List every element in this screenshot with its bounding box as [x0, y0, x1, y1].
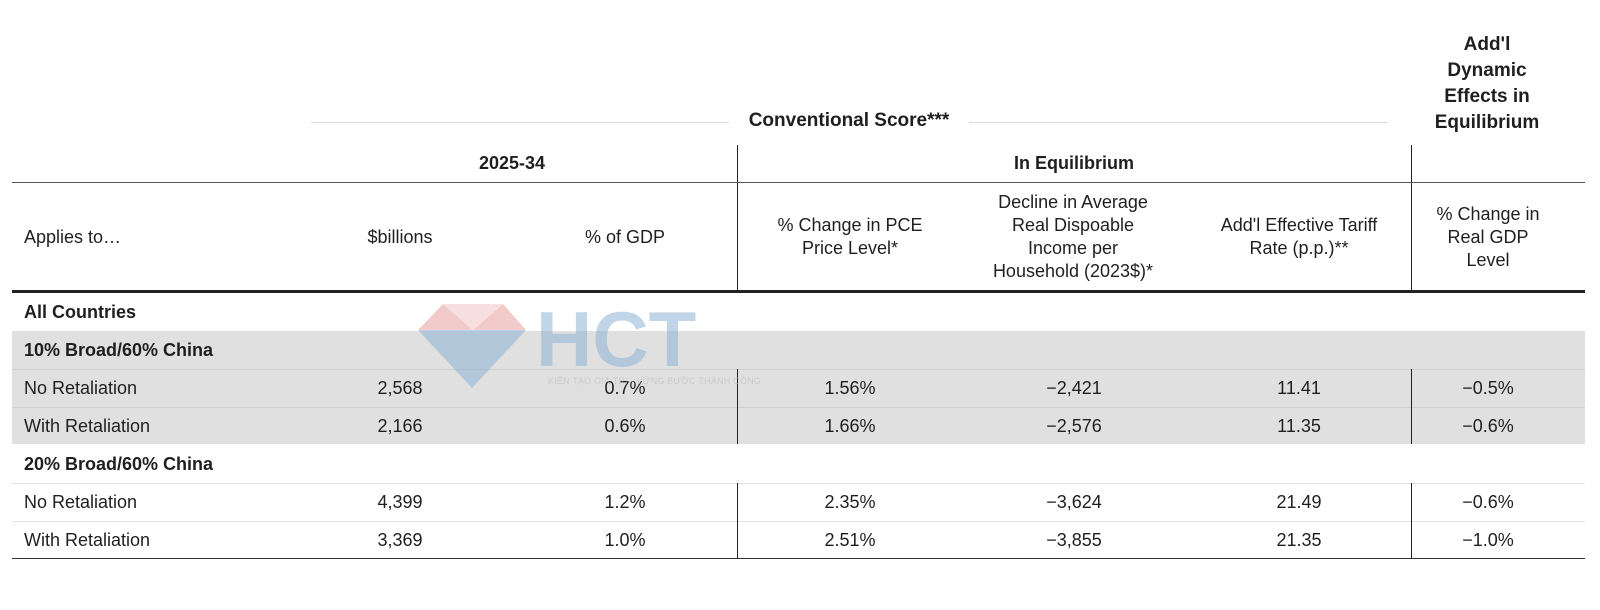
conventional-score-rule-left: [311, 122, 729, 123]
col-pce: % Change in PCE Price Level*: [750, 214, 950, 260]
cell-tariff: 11.35: [1277, 416, 1321, 436]
col-pct-gdp: % of GDP: [584, 227, 666, 247]
row-label: With Retaliation: [24, 530, 151, 550]
cell-pct-gdp: 1.0%: [604, 530, 646, 550]
divider-v-1-body-b: [737, 483, 738, 558]
section-20-broad: 20% Broad/60% China: [24, 454, 214, 474]
cell-real-gdp: −0.5%: [1462, 378, 1514, 398]
col-income: Decline in Average Real Dispoable Income…: [963, 191, 1183, 283]
col-real-gdp-line-1: % Change in: [1436, 204, 1540, 224]
row-rule: [12, 407, 1585, 408]
cell-real-gdp: −0.6%: [1462, 492, 1514, 512]
divider-v-2-body-b: [1411, 483, 1412, 558]
row-label: With Retaliation: [24, 416, 151, 436]
table-bottom-rule: [12, 558, 1585, 559]
cell-real-gdp: −0.6%: [1462, 416, 1514, 436]
cell-pce: 1.66%: [824, 416, 876, 436]
col-income-line-3: Income per: [1027, 238, 1119, 258]
col-applies-to: Applies to…: [24, 227, 122, 247]
dynamic-effects-line-1: Add'l: [1463, 34, 1511, 55]
conventional-score-rule-right: [969, 122, 1388, 123]
in-equilibrium-header: In Equilibrium: [1014, 153, 1134, 173]
col-pce-line-1: % Change in PCE: [777, 215, 923, 235]
cell-billions: 2,568: [377, 378, 423, 398]
cell-income: −3,624: [1046, 492, 1102, 512]
row-rule: [12, 483, 1585, 484]
header-rule-bottom: [12, 290, 1585, 293]
col-real-gdp: % Change in Real GDP Level: [1418, 203, 1558, 272]
cell-billions: 4,399: [377, 492, 423, 512]
col-income-line-1: Decline in Average: [998, 192, 1148, 212]
cell-income: −2,421: [1046, 378, 1102, 398]
dynamic-effects-line-3: Effects in: [1444, 86, 1530, 107]
dynamic-effects-line-4: Equilibrium: [1434, 112, 1540, 133]
divider-v-2-header: [1411, 145, 1412, 291]
divider-v-1-body-a: [737, 369, 738, 444]
dynamic-effects-line-2: Dynamic: [1447, 60, 1527, 81]
cell-income: −2,576: [1046, 416, 1102, 436]
row-label: No Retaliation: [24, 492, 138, 512]
dynamic-effects-header: Add'l Dynamic Effects in Equilibrium: [1420, 32, 1554, 136]
cell-tariff: 21.49: [1276, 492, 1322, 512]
cell-billions: 3,369: [377, 530, 423, 550]
cell-pce: 2.35%: [824, 492, 876, 512]
cell-tariff: 11.41: [1277, 378, 1321, 398]
section-10-broad: 10% Broad/60% China: [24, 340, 214, 360]
header-rule-top: [12, 182, 1585, 183]
cell-income: −3,855: [1046, 530, 1102, 550]
col-billions: $billions: [367, 227, 433, 247]
col-real-gdp-line-2: Real GDP: [1447, 227, 1529, 247]
row-label: No Retaliation: [24, 378, 138, 398]
cell-pct-gdp: 0.6%: [604, 416, 646, 436]
conventional-score-header: Conventional Score***: [748, 110, 950, 131]
cell-pct-gdp: 1.2%: [604, 492, 646, 512]
row-rule: [12, 369, 1585, 370]
divider-v-2-body-a: [1411, 369, 1412, 444]
cell-real-gdp: −1.0%: [1462, 530, 1514, 550]
cell-pce: 2.51%: [824, 530, 876, 550]
cell-tariff: 21.35: [1276, 530, 1322, 550]
col-tariff-line-2: Rate (p.p.)**: [1249, 238, 1349, 258]
col-income-line-4: Household (2023$)*: [992, 261, 1154, 281]
period-header: 2025-34: [478, 153, 546, 173]
cell-pce: 1.56%: [824, 378, 876, 398]
col-tariff-line-1: Add'l Effective Tariff: [1220, 215, 1378, 235]
row-rule: [12, 521, 1585, 522]
divider-v-1-header: [737, 145, 738, 291]
group-band-10-broad: [12, 331, 1585, 444]
col-income-line-2: Real Dispoable: [1011, 215, 1135, 235]
col-tariff: Add'l Effective Tariff Rate (p.p.)**: [1194, 214, 1404, 260]
col-real-gdp-line-3: Level: [1466, 250, 1510, 270]
cell-pct-gdp: 0.7%: [604, 378, 646, 398]
col-pce-line-2: Price Level*: [801, 238, 899, 258]
cell-billions: 2,166: [377, 416, 423, 436]
section-all-countries: All Countries: [24, 302, 137, 322]
